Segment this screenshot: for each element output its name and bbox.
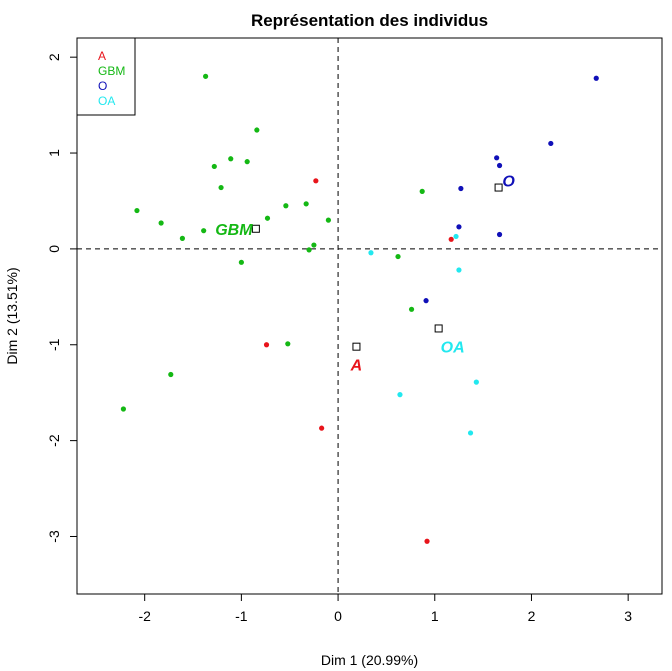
data-point xyxy=(201,228,207,234)
centroid-marker xyxy=(434,324,443,333)
data-point xyxy=(458,185,464,192)
data-point xyxy=(238,259,244,265)
data-point xyxy=(313,178,319,184)
series-a xyxy=(263,178,454,544)
data-point xyxy=(263,342,270,348)
x-tick-label: 3 xyxy=(624,608,632,624)
data-point xyxy=(473,379,479,385)
y-tick-label: 1 xyxy=(46,149,62,157)
data-point xyxy=(395,253,401,260)
data-point xyxy=(244,159,250,165)
y-tick-label: -3 xyxy=(46,530,62,543)
data-point xyxy=(228,156,234,162)
x-tick-label: 0 xyxy=(334,608,342,624)
series-o xyxy=(423,75,599,304)
data-point xyxy=(218,184,224,191)
data-point xyxy=(203,73,209,79)
centroid-marker xyxy=(251,224,260,233)
centroid-label-a: A xyxy=(350,358,363,375)
data-point xyxy=(303,201,309,207)
data-point xyxy=(593,75,599,81)
y-axis: -3 -2 -1 0 1 2 xyxy=(46,53,78,543)
series-oa xyxy=(368,233,479,436)
data-point xyxy=(496,162,503,169)
y-tick-label: -2 xyxy=(46,434,62,447)
centroid-label-oa: OA xyxy=(441,339,465,356)
series-gbm xyxy=(120,73,425,412)
x-axis: -2 -1 0 1 2 3 xyxy=(138,593,632,624)
data-point xyxy=(496,231,503,238)
y-tick-label: -1 xyxy=(46,338,62,351)
data-point xyxy=(368,250,374,256)
x-tick-label: 1 xyxy=(431,608,439,624)
data-point xyxy=(158,220,164,226)
legend-entry-a: A xyxy=(98,49,106,63)
data-point xyxy=(453,233,459,240)
data-point xyxy=(408,306,415,312)
data-point xyxy=(311,242,317,248)
data-point xyxy=(120,406,127,412)
y-tick-label: 0 xyxy=(46,245,62,253)
data-point xyxy=(419,188,425,194)
data-point xyxy=(306,247,312,253)
legend-entry-gbm: GBM xyxy=(98,64,125,78)
data-point xyxy=(319,425,325,431)
centroid-label-o: O xyxy=(502,174,515,191)
x-tick-label: -2 xyxy=(138,608,151,624)
data-point xyxy=(397,392,403,398)
chart-title: Représentation des individus xyxy=(251,11,488,30)
data-point xyxy=(424,538,430,544)
data-point xyxy=(179,235,185,241)
data-point xyxy=(467,430,474,436)
data-point xyxy=(456,224,462,230)
data-point xyxy=(211,163,217,170)
legend-box xyxy=(76,37,136,116)
data-point xyxy=(254,127,260,133)
data-point xyxy=(494,155,500,161)
y-tick-label: 2 xyxy=(46,53,62,61)
data-point xyxy=(283,203,289,209)
data-point xyxy=(264,215,271,221)
centroid-marker xyxy=(494,183,503,192)
data-point xyxy=(423,298,429,304)
data-point xyxy=(548,140,554,147)
plot-frame xyxy=(76,37,663,595)
data-point xyxy=(325,217,332,223)
data-point xyxy=(285,341,291,347)
x-tick-label: 2 xyxy=(528,608,536,624)
centroid-marker xyxy=(352,342,361,351)
data-point xyxy=(448,236,454,242)
data-point xyxy=(168,371,174,378)
legend-entry-o: O xyxy=(98,79,107,93)
y-axis-label: Dim 2 (13.51%) xyxy=(4,267,20,364)
x-axis-label: Dim 1 (20.99%) xyxy=(321,652,418,668)
legend-entry-oa: OA xyxy=(98,94,115,108)
data-point xyxy=(134,207,140,214)
x-tick-label: -1 xyxy=(235,608,248,624)
data-point xyxy=(456,267,462,273)
centroid-label-gbm: GBM xyxy=(215,222,253,239)
